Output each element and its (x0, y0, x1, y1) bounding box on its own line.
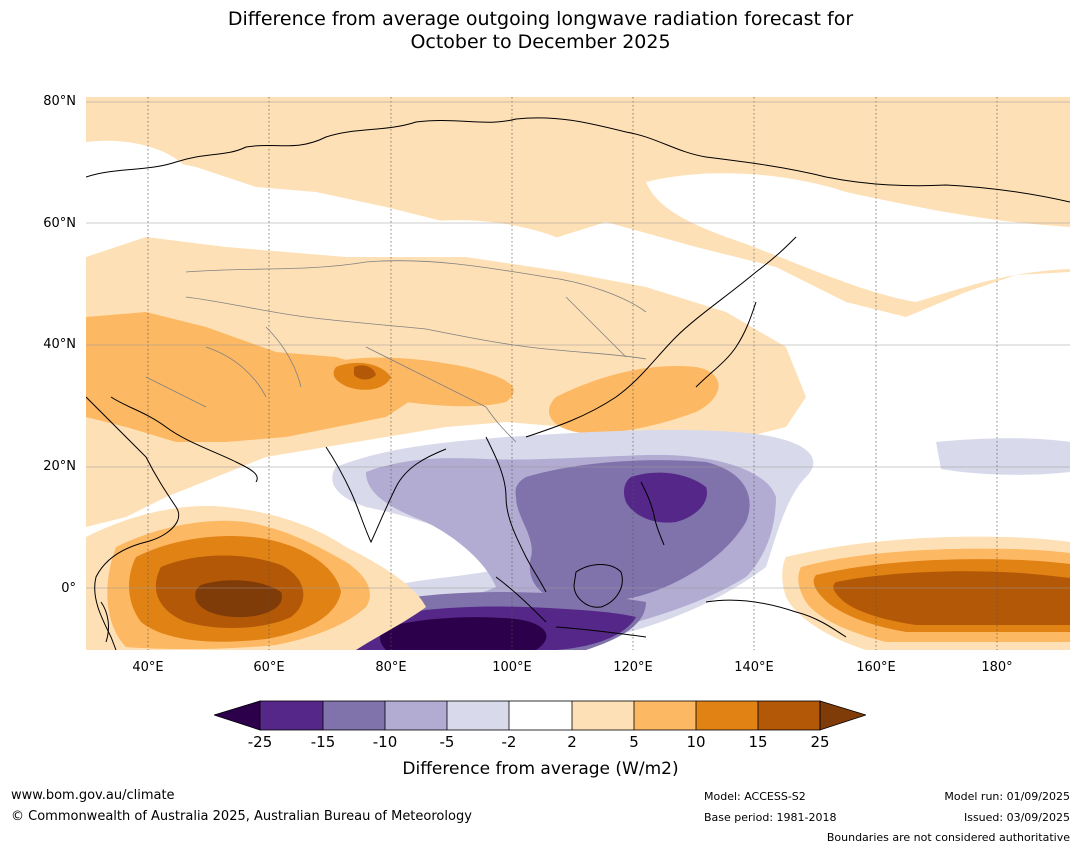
colorbar-swatch-neg-7 (385, 701, 447, 730)
anomaly-region-middle-east-positive (86, 312, 416, 442)
colorbar-swatch-neg-20 (260, 701, 323, 730)
anomaly-region-pacific-very-strong-positive (833, 571, 1070, 625)
anomaly-map-svg (86, 97, 1070, 650)
lat-label-20n: 20°N (43, 459, 76, 474)
footer-model-run: Model run: 01/09/2025 (944, 790, 1070, 803)
lon-label-100e: 100°E (492, 660, 532, 675)
lon-label-80e: 80°E (375, 660, 407, 675)
colorbar-tick: -25 (247, 733, 273, 751)
anomaly-region-philippines-negative (623, 472, 707, 523)
colorbar-tick: -10 (372, 733, 398, 751)
footer-disclaimer: Boundaries are not considered authoritat… (826, 831, 1070, 844)
colorbar-label: Difference from average (W/m2) (402, 759, 679, 779)
footer-copyright: © Commonwealth of Australia 2025, Austra… (11, 809, 472, 824)
latitude-lines (86, 101, 1070, 589)
colorbar-swatch-pos-20 (758, 701, 820, 730)
title-line-2: October to December 2025 (410, 31, 671, 53)
footer-issued: Issued: 03/09/2025 (963, 811, 1070, 824)
colorbar-tick: 5 (629, 733, 639, 751)
colorbar-dividers (259, 700, 821, 731)
graticule (147, 97, 998, 650)
anomaly-region-indian-ocean-extreme-negative (380, 617, 547, 650)
lon-label-160e: 160°E (856, 660, 896, 675)
colorbar-swatch-neutral (509, 701, 572, 730)
coastlines (86, 117, 1070, 650)
colorbar-swatch-pos-7 (634, 701, 696, 730)
colorbar-svg (212, 700, 868, 731)
neutral-region-northeast (646, 173, 1070, 302)
lon-label-60e: 60°E (253, 660, 285, 675)
colorbar (212, 700, 868, 736)
lon-label-180: 180° (981, 660, 1013, 675)
colorbar-tick: 25 (810, 733, 830, 751)
lon-label-120e: 120°E (613, 660, 653, 675)
colorbar-tick: -2 (501, 733, 517, 751)
anomaly-map (86, 97, 1070, 650)
lat-label-60n: 60°N (43, 216, 76, 231)
colorbar-tick: 10 (686, 733, 706, 751)
footer-base-period: Base period: 1981-2018 (704, 811, 837, 824)
lat-label-40n: 40°N (43, 337, 76, 352)
colorbar-low-extend (212, 700, 261, 731)
colorbar-high-extend (819, 700, 868, 731)
colorbar-tick: 15 (748, 733, 768, 751)
colorbar-swatch-pos-12 (696, 701, 758, 730)
lat-label-80n: 80°N (43, 94, 76, 109)
footer-url[interactable]: www.bom.gov.au/climate (11, 788, 175, 803)
anomaly-region-tibet-peak (354, 365, 376, 380)
colorbar-tick: -15 (310, 733, 336, 751)
country-borders (145, 260, 647, 443)
lon-label-40e: 40°E (132, 660, 164, 675)
lon-label-140e: 140°E (734, 660, 774, 675)
neutral-region-northwest (86, 140, 197, 257)
colorbar-tick: 2 (567, 733, 577, 751)
lat-label-0: 0° (61, 581, 76, 596)
anomaly-region-china-positive (548, 366, 719, 434)
map-title: Difference from average outgoing longwav… (0, 8, 1081, 54)
colorbar-swatch-pos-3 (572, 701, 634, 730)
neutral-region-siberia (426, 220, 571, 256)
colorbar-swatch-neg-12 (323, 701, 385, 730)
title-line-1: Difference from average outgoing longwav… (227, 8, 854, 30)
anomaly-region-pacific-weak-negative (936, 438, 1070, 475)
anomaly-region-africa-extreme-positive (195, 580, 282, 618)
colorbar-swatch-neg-3 (447, 701, 509, 730)
colorbar-tick: -5 (439, 733, 455, 751)
footer-model: Model: ACCESS-S2 (704, 790, 806, 803)
